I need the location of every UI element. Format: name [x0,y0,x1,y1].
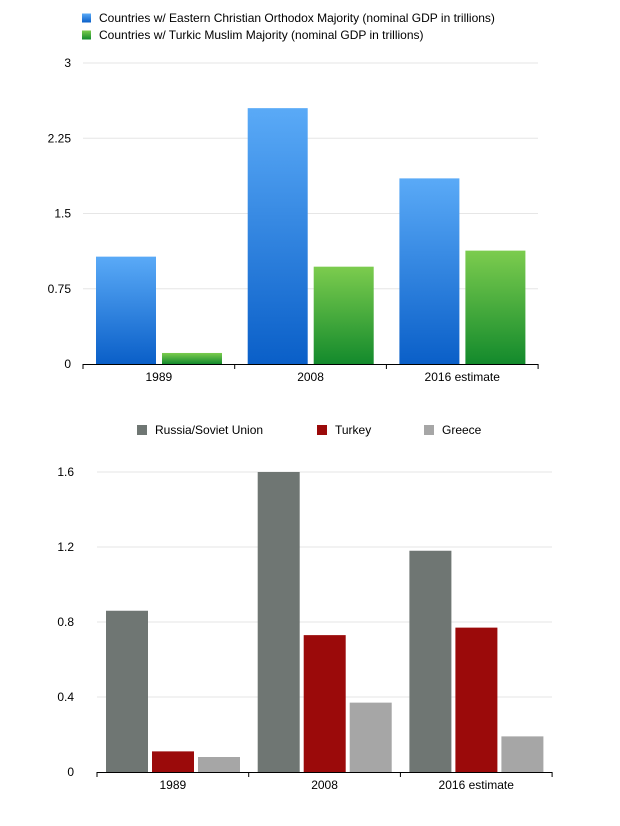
y-tick-label: 1.6 [57,465,74,479]
legend-swatch [424,425,434,435]
y-tick-label: 1.2 [57,540,74,554]
x-tick-label: 2016 estimate [439,778,515,792]
chart-2: 0 0.4 0.8 1.2 1.6 1989 2008 2016 estimate Russia… [57,423,553,792]
y-tick-label: 0 [64,357,71,371]
y-tick-label: 0.8 [57,615,74,629]
legend-swatch [317,425,327,435]
bar [96,256,156,364]
bar [162,352,222,364]
x-tick-label: 1989 [145,370,172,384]
x-tick-label: 1989 [159,778,186,792]
bar [455,627,498,772]
legend: Countries w/ Eastern Christian Orthodox … [82,11,495,42]
y-tick-label: 0 [67,765,74,779]
bar [399,178,460,364]
y-tick-label: 1.5 [54,207,71,221]
bar [303,635,346,772]
legend: Russia/Soviet Union Turkey Greece [137,423,482,437]
bar [247,108,308,365]
bar [198,757,240,772]
legend-label: Countries w/ Eastern Christian Orthodox … [99,11,495,25]
bar [152,751,194,772]
legend-label: Countries w/ Turkic Muslim Majority (nom… [99,28,424,42]
y-tick-label: 2.25 [48,131,72,145]
legend-swatch [137,425,147,435]
legend-label: Greece [442,423,482,437]
legend-label: Turkey [335,423,371,437]
x-tick-label: 2008 [311,778,338,792]
legend-label: Russia/Soviet Union [155,423,263,437]
bar [313,266,374,364]
bar [501,736,544,772]
legend-swatch [82,30,91,40]
chart-1: 0 0.75 1.5 2.25 3 1989 2008 2016 estimate Countr… [48,11,539,384]
bar [257,472,300,772]
x-tick-label: 2008 [297,370,324,384]
legend-swatch [82,13,91,23]
y-tick-label: 0.75 [48,282,72,296]
bar [409,550,452,772]
y-tick-label: 3 [64,56,71,70]
bar [106,610,148,772]
bar [465,250,526,364]
bar [349,702,392,772]
y-tick-label: 0.4 [57,690,74,704]
x-tick-label: 2016 estimate [425,370,501,384]
